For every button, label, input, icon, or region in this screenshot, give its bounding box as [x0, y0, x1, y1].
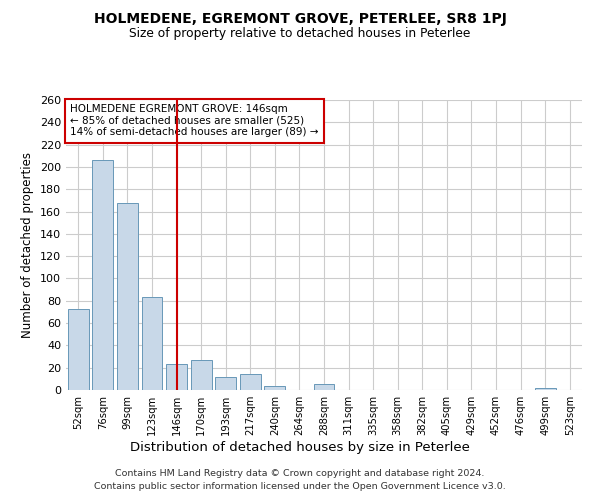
Bar: [240, 374, 261, 390]
Text: Distribution of detached houses by size in Peterlee: Distribution of detached houses by size …: [130, 441, 470, 454]
Text: Contains public sector information licensed under the Open Government Licence v3: Contains public sector information licen…: [94, 482, 506, 491]
Bar: [314, 384, 334, 390]
Bar: [142, 298, 163, 390]
Bar: [68, 308, 89, 390]
Text: Size of property relative to detached houses in Peterlee: Size of property relative to detached ho…: [130, 28, 470, 40]
Bar: [117, 202, 138, 390]
Text: HOLMEDENE EGREMONT GROVE: 146sqm
← 85% of detached houses are smaller (525)
14% : HOLMEDENE EGREMONT GROVE: 146sqm ← 85% o…: [70, 104, 319, 138]
Y-axis label: Number of detached properties: Number of detached properties: [22, 152, 34, 338]
Bar: [535, 388, 556, 390]
Text: Contains HM Land Registry data © Crown copyright and database right 2024.: Contains HM Land Registry data © Crown c…: [115, 468, 485, 477]
Text: HOLMEDENE, EGREMONT GROVE, PETERLEE, SR8 1PJ: HOLMEDENE, EGREMONT GROVE, PETERLEE, SR8…: [94, 12, 506, 26]
Bar: [191, 360, 212, 390]
Bar: [92, 160, 113, 390]
Bar: [215, 376, 236, 390]
Bar: [166, 364, 187, 390]
Bar: [265, 386, 286, 390]
